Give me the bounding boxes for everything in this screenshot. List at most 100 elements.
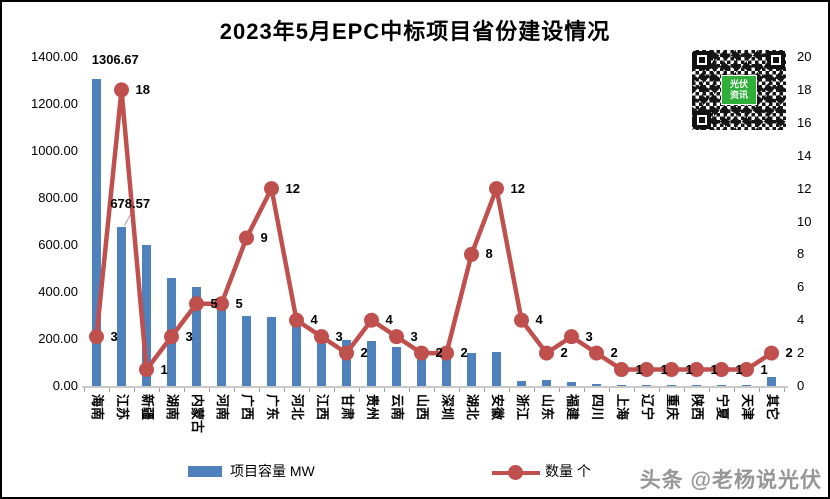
left-axis-tick-label: 1000.00 [31, 143, 78, 158]
bar [417, 353, 426, 386]
bar [767, 376, 776, 386]
x-axis-tick [709, 388, 710, 392]
x-axis-tick [534, 388, 535, 392]
right-axis-tick-label: 0 [797, 378, 805, 393]
x-axis-category-label: 甘肃 [339, 394, 355, 421]
qr-logo-text-1: 光伏 [729, 79, 748, 89]
x-axis-category-label: 山东 [539, 394, 555, 421]
line-marker-icon [764, 345, 779, 361]
x-axis-category-label: 安徽 [489, 394, 505, 421]
x-axis-tick [509, 388, 510, 392]
bar [442, 355, 451, 386]
line-marker-icon [564, 329, 579, 345]
x-axis-category-label: 河北 [289, 394, 305, 421]
x-axis-tick [584, 388, 585, 392]
x-axis-category-label: 山西 [414, 394, 430, 421]
left-axis-tick-label: 1400.00 [31, 49, 78, 64]
line-value-label: 4 [535, 312, 543, 328]
line-value-label: 2 [785, 345, 793, 361]
line-value-label: 3 [185, 328, 193, 344]
x-axis-category-label: 广西 [239, 394, 255, 421]
line-value-label: 4 [310, 312, 318, 328]
right-axis-tick-label: 14 [797, 147, 812, 163]
qr-finder-icon [693, 51, 711, 69]
bar [642, 385, 651, 386]
line-value-label: 1 [760, 361, 768, 377]
x-axis-tick [784, 388, 785, 392]
x-axis-category-label: 福建 [564, 394, 580, 421]
qr-logo-text-2: 资讯 [729, 90, 748, 100]
x-axis-tick [159, 388, 160, 392]
legend-line-label: 数量 个 [545, 463, 591, 479]
x-axis-category-label: 深圳 [439, 394, 455, 421]
line-value-label: 2 [360, 345, 368, 361]
bar [317, 333, 326, 386]
label-leader-line [124, 212, 132, 226]
line-value-label: 1 [710, 361, 718, 377]
x-axis-tick [434, 388, 435, 392]
bar [267, 316, 276, 386]
line-marker-icon [489, 181, 504, 197]
line-marker-icon [464, 246, 479, 262]
qr-finder-icon [693, 111, 711, 129]
line-value-label: 1 [660, 361, 668, 377]
legend-bar-label: 项目容量 MW [230, 463, 315, 479]
watermark: 头条 @老杨说光伏 [639, 469, 822, 492]
bar [242, 315, 251, 386]
bar [192, 287, 201, 386]
line-marker-icon [539, 345, 554, 361]
bar [492, 351, 501, 386]
x-axis-tick [259, 388, 260, 392]
bar [117, 226, 126, 386]
x-axis-category-label: 江西 [314, 394, 330, 421]
x-axis-tick [284, 388, 285, 392]
x-axis-category-label: 海南 [89, 394, 105, 421]
qr-center-logo: 光伏 资讯 [721, 75, 757, 105]
left-axis-tick-label: 1200.00 [31, 96, 78, 111]
line-value-label: 4 [385, 312, 393, 328]
x-axis-category-label: 湖北 [464, 394, 480, 421]
x-axis-tick [609, 388, 610, 392]
legend-line-marker-icon [508, 465, 523, 480]
line-value-label: 12 [285, 180, 300, 196]
x-axis-tick [134, 388, 135, 392]
bar [742, 385, 751, 386]
x-axis-tick [659, 388, 660, 392]
line-marker-icon [389, 329, 404, 345]
bar [367, 341, 376, 386]
bar [617, 384, 626, 386]
line-marker-icon [614, 362, 629, 378]
bar [392, 347, 401, 386]
x-axis-tick [384, 388, 385, 392]
line-value-label: 5 [210, 295, 218, 311]
x-axis-tick [459, 388, 460, 392]
x-axis-category-label: 云南 [389, 394, 405, 421]
bar [467, 353, 476, 386]
line-value-label: 2 [460, 345, 468, 361]
line-marker-icon [264, 181, 279, 197]
line-value-label: 1 [735, 361, 743, 377]
bar [167, 277, 176, 386]
x-axis-category-label: 湖南 [164, 394, 180, 421]
bar [142, 245, 151, 386]
x-axis-category-label: 其它 [764, 394, 780, 421]
x-axis-tick [559, 388, 560, 392]
line-value-label: 2 [435, 345, 443, 361]
line-marker-icon [589, 345, 604, 361]
x-axis-tick [484, 388, 485, 392]
line-value-label: 3 [410, 328, 418, 344]
x-axis-category-label: 新疆 [139, 394, 155, 421]
line-value-label: 3 [335, 328, 343, 344]
bar [292, 326, 301, 386]
right-axis-tick-label: 4 [797, 312, 805, 328]
bar [542, 380, 551, 386]
line-value-label: 12 [510, 180, 525, 196]
line-marker-icon [514, 312, 529, 328]
left-axis-tick-label: 200.00 [38, 331, 78, 346]
bar [592, 383, 601, 386]
line-value-label: 2 [610, 345, 618, 361]
x-axis-tick [209, 388, 210, 392]
bar [717, 385, 726, 386]
x-axis-tick [334, 388, 335, 392]
x-axis-tick [309, 388, 310, 392]
